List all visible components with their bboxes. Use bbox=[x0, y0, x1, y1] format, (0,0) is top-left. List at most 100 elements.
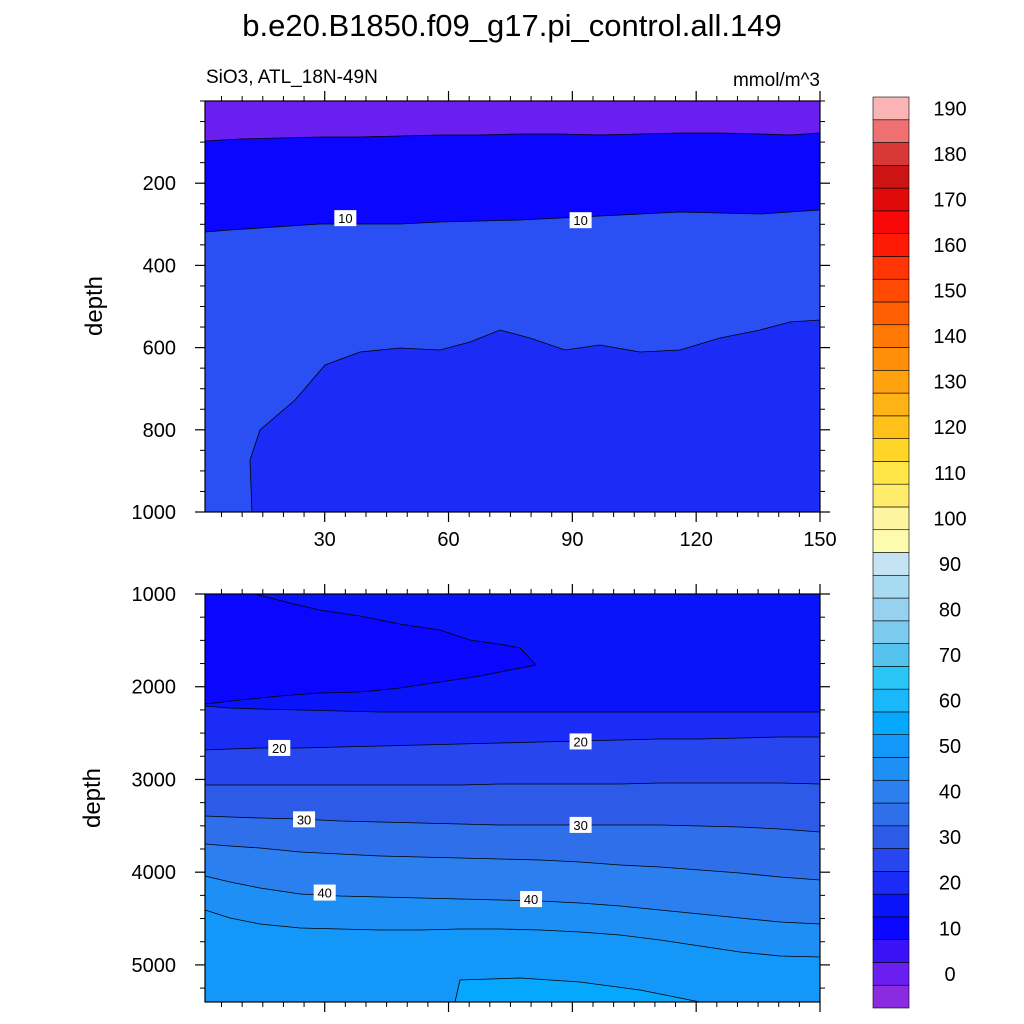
lower-contour-label-box bbox=[569, 733, 592, 750]
band-15-20 bbox=[205, 101, 820, 512]
colorbar-swatch bbox=[872, 666, 910, 690]
colorbar-swatch bbox=[872, 210, 910, 234]
colorbar-swatch bbox=[872, 893, 910, 918]
contour-line-5 bbox=[204, 132, 821, 142]
lower-contour-label-box bbox=[293, 811, 316, 828]
colorbar-swatch bbox=[872, 461, 910, 485]
lower-contour-label: 40 bbox=[317, 886, 331, 901]
colorbar-swatch bbox=[872, 324, 910, 348]
colorbar-swatch bbox=[872, 574, 910, 599]
upper-contour-labels: 10 10 bbox=[334, 210, 592, 229]
lower-y-ticks: 1000 2000 3000 4000 5000 bbox=[132, 584, 830, 989]
colorbar-swatch bbox=[872, 711, 910, 735]
colorbar-swatch bbox=[872, 119, 910, 143]
colorbar-swatch bbox=[872, 916, 910, 940]
colorbar-label: 110 bbox=[934, 463, 966, 485]
upper-x-tick-label: 60 bbox=[437, 529, 459, 551]
lower-contour-label-box bbox=[569, 816, 592, 833]
lower-x-ticks bbox=[221, 584, 821, 1012]
colorbar-swatch bbox=[872, 483, 910, 508]
upper-x-tick-label: 120 bbox=[679, 529, 712, 551]
colorbar-swatch bbox=[872, 233, 910, 257]
upper-x-tick-label: 150 bbox=[803, 529, 836, 551]
chart-title: b.e20.B1850.f09_g17.pi_control.all.149 bbox=[242, 8, 782, 43]
lower-contour-label: 30 bbox=[573, 818, 587, 833]
lower-y-tick-label: 1000 bbox=[132, 584, 177, 606]
colorbar-label: 70 bbox=[939, 645, 961, 667]
colorbar-swatch bbox=[872, 802, 910, 827]
colorbar-label: 130 bbox=[933, 372, 966, 394]
upper-panel: 30 60 90 120 150 200 400 600 800 1000 10 10 depth bbox=[81, 91, 837, 551]
colorbar-swatch bbox=[872, 278, 910, 303]
upper-x-tick-label: 30 bbox=[314, 529, 336, 551]
upper-contour-label-box bbox=[569, 212, 592, 229]
upper-y-tick-label: 400 bbox=[143, 255, 176, 277]
variable-label: SiO3, ATL_18N-49N bbox=[206, 67, 378, 88]
lower-contour-label-box bbox=[313, 884, 336, 901]
colorbar-swatch bbox=[872, 392, 910, 417]
colorbar-label: 50 bbox=[939, 736, 961, 758]
colorbar-swatch bbox=[872, 620, 910, 644]
colorbar-label: 10 bbox=[939, 918, 961, 940]
units-label: mmol/m^3 bbox=[733, 70, 820, 91]
lower-contour-label-box bbox=[520, 891, 543, 908]
lower-y-tick-label: 2000 bbox=[132, 677, 177, 699]
colorbar-swatch bbox=[872, 597, 910, 622]
colorbar-swatch bbox=[872, 688, 910, 713]
upper-y-axis-label: depth bbox=[81, 276, 108, 336]
colorbar-swatch bbox=[872, 757, 910, 781]
colorbar-swatch bbox=[872, 438, 910, 462]
colorbar-swatch bbox=[872, 825, 910, 849]
lower-y-tick-label: 4000 bbox=[132, 862, 177, 884]
colorbar-swatch bbox=[872, 165, 910, 189]
colorbar-swatch bbox=[872, 962, 910, 986]
lower-y-tick-label: 3000 bbox=[132, 769, 177, 791]
colorbar-swatch bbox=[872, 871, 910, 895]
upper-y-tick-label: 800 bbox=[143, 420, 176, 442]
lower-contour-label: 20 bbox=[272, 741, 286, 756]
colorbar-label: 30 bbox=[939, 827, 961, 849]
colorbar-swatch bbox=[872, 529, 910, 553]
upper-y-tick-label: 1000 bbox=[132, 502, 177, 524]
contour-line-25 bbox=[205, 782, 821, 786]
lower-contour-labels: 20 20 30 30 40 40 bbox=[268, 733, 592, 908]
colorbar-swatch bbox=[872, 415, 910, 439]
colorbar-swatch bbox=[872, 256, 910, 280]
upper-x-ticks: 30 60 90 120 150 bbox=[221, 91, 837, 551]
colorbar-label: 190 bbox=[933, 98, 966, 120]
contour-line-30 bbox=[204, 815, 821, 833]
colorbar-label: 0 bbox=[944, 964, 955, 986]
colorbar-label: 140 bbox=[933, 326, 966, 348]
colorbar-label: 170 bbox=[933, 189, 966, 211]
upper-contour-label: 10 bbox=[573, 213, 587, 228]
contour-line-15 bbox=[204, 705, 820, 713]
upper-y-tick-label: 200 bbox=[143, 173, 176, 195]
lower-contour-label-box bbox=[268, 739, 291, 756]
band-10-15 bbox=[205, 594, 536, 704]
band-55-60 bbox=[455, 978, 700, 1002]
lower-panel: 1000 2000 3000 4000 5000 20 20 30 30 40 40 depth bbox=[79, 584, 830, 1012]
lower-contour-label: 20 bbox=[573, 734, 587, 749]
colorbar-swatch bbox=[872, 643, 910, 667]
colorbar-swatch bbox=[872, 848, 910, 872]
upper-y-ticks: 200 400 600 800 1000 bbox=[132, 100, 830, 524]
colorbar-label: 40 bbox=[939, 782, 961, 804]
colorbar-label: 100 bbox=[933, 508, 966, 530]
contour-line-10 bbox=[204, 593, 537, 705]
colorbar: 0 10 20 30 40 50 60 70 80 90 100 110 120 130 140 150 160… bbox=[872, 96, 967, 1009]
lower-contour-label: 40 bbox=[524, 892, 538, 907]
colorbar-label: 90 bbox=[939, 554, 961, 576]
lower-plot-frame bbox=[204, 593, 821, 1003]
colorbar-label: 60 bbox=[939, 691, 961, 713]
colorbar-label: 120 bbox=[933, 417, 966, 439]
contour-line-35 bbox=[204, 843, 821, 881]
colorbar-label: 160 bbox=[933, 235, 966, 257]
colorbar-swatch bbox=[872, 734, 910, 758]
contour-line-15 bbox=[249, 319, 821, 513]
contour-line-55 bbox=[454, 977, 701, 1003]
colorbar-label: 180 bbox=[933, 144, 966, 166]
upper-contour-label: 10 bbox=[338, 211, 352, 226]
colorbar-swatch bbox=[872, 369, 910, 394]
colorbar-swatch bbox=[872, 779, 910, 804]
